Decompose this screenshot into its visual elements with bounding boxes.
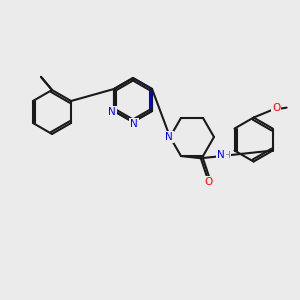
Text: N: N xyxy=(165,132,173,142)
Text: N: N xyxy=(217,150,225,160)
Text: O: O xyxy=(272,103,281,113)
Text: H: H xyxy=(223,151,230,160)
Text: N: N xyxy=(108,107,116,117)
Text: N: N xyxy=(130,119,138,129)
Text: O: O xyxy=(204,177,212,187)
